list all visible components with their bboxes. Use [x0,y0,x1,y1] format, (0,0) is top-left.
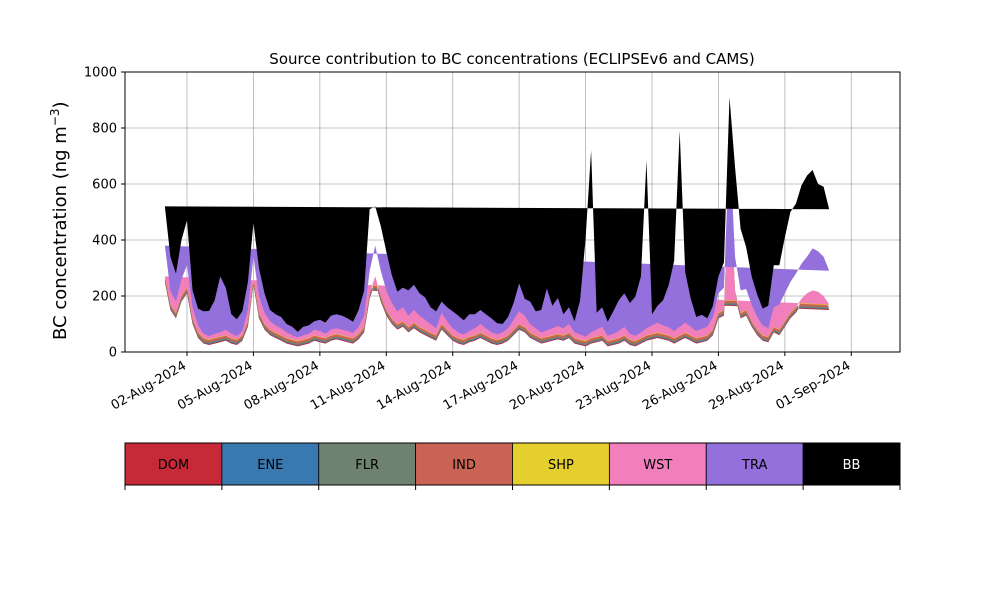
y-tick-label: 200 [92,290,117,305]
y-tick-label: 800 [92,122,117,137]
area-bb [164,97,830,332]
y-tick-label: 1000 [84,66,117,81]
y-tick-label: 400 [92,234,117,249]
legend-label: SHP [548,458,574,473]
legend-swatch-flr [318,442,417,486]
legend-label: IND [452,458,476,473]
y-axis: 0 200 400 600 800 1000 [84,66,125,361]
stacked-areas [164,97,830,347]
plot-frame [124,71,901,353]
legend-label: ENE [257,458,283,473]
legend: DOM ENE FLR IND SHP WST TRA BB [124,442,901,490]
legend-swatch-dom [124,442,223,486]
legend-swatch-tra [705,442,804,486]
legend-swatch-shp [512,442,610,486]
legend-label: DOM [158,458,189,473]
y-axis-label: BC concentration (ng m−3) [48,101,71,340]
legend-label: TRA [741,458,767,473]
y-tick-label: 0 [109,346,117,361]
y-tick-label: 600 [92,178,117,193]
legend-swatch-wst [608,442,707,486]
y-axis-label-close: ) [50,101,71,108]
y-axis-label-exponent: −3 [48,108,62,126]
legend-label: WST [643,458,672,473]
legend-label: FLR [355,458,379,473]
chart-title: Source contribution to BC concentrations… [269,50,754,68]
legend-label: BB [843,458,861,473]
y-axis-label-main: BC concentration (ng m [50,126,71,340]
